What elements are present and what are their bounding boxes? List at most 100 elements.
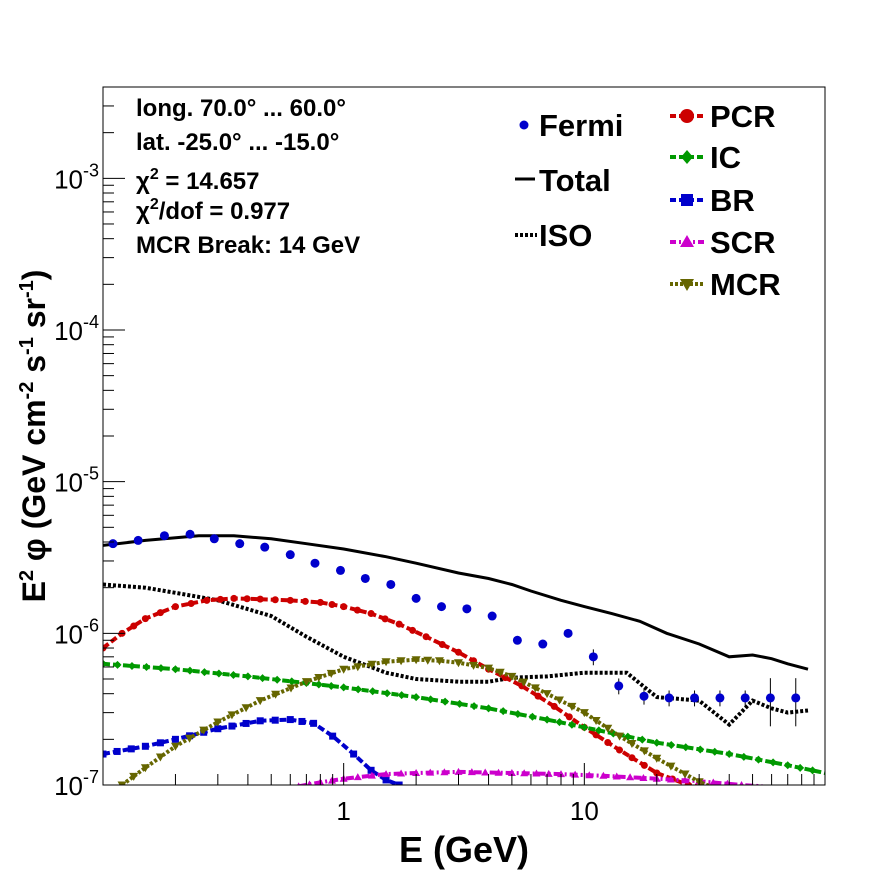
series-mcr-marker: [185, 734, 195, 743]
y-tick-label: 10-6: [54, 615, 99, 649]
series-mcr-marker: [591, 716, 601, 725]
series-pcr-marker: [628, 754, 636, 762]
series-ic-marker: [484, 704, 493, 713]
series-ic-marker: [229, 670, 238, 679]
series-scr-marker: [709, 778, 718, 785]
y-tick-base: 10: [54, 771, 83, 801]
series-ic-marker: [555, 718, 564, 727]
series-ic-marker: [127, 661, 136, 670]
series-pcr-marker: [301, 597, 309, 605]
series-mcr-marker: [469, 661, 479, 670]
chi-square: χ2 = 14.657: [136, 166, 260, 195]
series-ic-marker: [214, 669, 223, 678]
series-scr-marker: [382, 770, 391, 778]
y-axis-title: E2 φ (GeV cm-2 s-1 sr-1): [16, 270, 52, 603]
series-scr-marker: [367, 771, 376, 779]
y-tick-label: 10-7: [54, 767, 99, 801]
chi-sup: 2: [150, 166, 159, 183]
legend-ic-marker: [681, 150, 693, 164]
series-ic-marker: [273, 675, 282, 684]
series-ic-marker: [580, 723, 589, 732]
series-ic-marker: [567, 720, 576, 729]
series-mcr-marker: [199, 726, 209, 735]
legend-pcr-marker: [680, 109, 694, 123]
series-scr-marker: [739, 781, 744, 785]
series-ic-marker: [156, 664, 165, 673]
series-ic-marker: [470, 702, 479, 711]
series-total-line: [103, 534, 809, 671]
series-ic-marker: [725, 750, 734, 759]
fermi-point: [614, 681, 624, 691]
series-scr-marker: [612, 772, 621, 780]
series-br-marker: [329, 732, 337, 740]
series-pcr-marker: [256, 595, 264, 603]
fermi-point: [360, 573, 370, 583]
fermi-point: [285, 550, 295, 560]
y-tick-label: 10-5: [54, 464, 99, 498]
series-mcr-marker: [603, 724, 613, 733]
series-mcr-marker: [484, 664, 494, 673]
series-mcr-marker: [255, 697, 265, 706]
y-title-part: ): [16, 270, 52, 281]
chi-value: = 14.657: [159, 168, 260, 195]
legend-fermi-label: Fermi: [539, 108, 623, 143]
series-br-marker: [395, 781, 403, 785]
y-title-sup: -2: [16, 382, 38, 400]
y-title-part: s: [16, 355, 52, 382]
fermi-point: [715, 693, 725, 703]
series-scr-marker: [440, 768, 449, 776]
series-scr-marker: [532, 769, 541, 777]
series-scr-marker: [426, 768, 435, 776]
mcr-break: MCR Break: 14 GeV: [136, 232, 360, 259]
series-br-marker: [256, 717, 264, 725]
fermi-point: [538, 639, 548, 649]
fermi-point: [260, 542, 270, 552]
series-br-marker: [156, 739, 164, 747]
series-ic-marker: [441, 697, 450, 706]
y-title-sup: 2: [16, 570, 38, 581]
series-ic-marker: [696, 745, 705, 754]
series-pcr-marker: [534, 692, 542, 700]
latitude-range: lat. -25.0° ... -15.0°: [136, 129, 339, 156]
series-scr-marker: [397, 769, 406, 777]
series-layer: [103, 534, 825, 785]
series-ic-marker: [499, 707, 508, 716]
series-ic-marker: [681, 743, 690, 752]
series-br-marker: [127, 745, 135, 753]
y-tick-base: 10: [54, 164, 83, 194]
series-mcr-marker: [434, 657, 444, 666]
y-tick-exp: -6: [83, 615, 99, 635]
series-mcr-marker: [519, 678, 529, 687]
series-ic-marker: [368, 687, 377, 696]
series-mcr-marker: [367, 660, 377, 669]
x-tick-label: 10: [570, 796, 599, 826]
series-pcr-marker: [454, 648, 462, 656]
fermi-point: [588, 652, 598, 662]
series-mcr-marker: [227, 711, 237, 720]
series-mcr-marker: [241, 704, 251, 713]
series-br-marker: [113, 747, 121, 755]
series-pcr-marker: [130, 622, 138, 630]
series-ic-marker: [808, 766, 817, 775]
series-ic-marker: [652, 738, 661, 747]
legend-mcr-marker: [680, 279, 694, 291]
series-ic-marker: [426, 695, 435, 704]
series-pcr-marker: [367, 610, 375, 618]
series-pcr-marker: [328, 600, 336, 608]
x-axis-title: E (GeV): [399, 829, 529, 870]
series-mcr-marker: [542, 690, 552, 699]
series-mcr-marker: [666, 762, 676, 771]
y-tick-base: 10: [54, 619, 83, 649]
series-mcr-marker: [339, 665, 349, 674]
fermi-point: [108, 539, 118, 549]
series-mcr-marker: [567, 702, 577, 711]
series-scr-marker: [494, 768, 503, 776]
series-br-marker: [310, 719, 318, 727]
series-pcr-marker: [422, 633, 430, 641]
fermi-point: [462, 604, 472, 614]
series-ic-marker: [543, 715, 552, 724]
fermi-point: [159, 531, 169, 541]
series-pcr-marker: [381, 615, 389, 623]
series-mcr-marker: [680, 770, 690, 779]
